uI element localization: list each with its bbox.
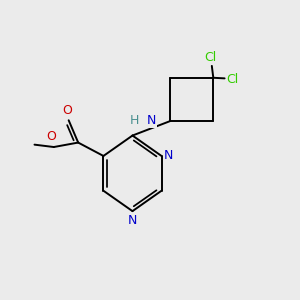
Text: N: N bbox=[146, 114, 156, 128]
Text: O: O bbox=[46, 130, 56, 143]
Text: O: O bbox=[62, 104, 72, 117]
Text: H: H bbox=[130, 114, 140, 128]
Text: N: N bbox=[128, 214, 137, 226]
Text: Cl: Cl bbox=[204, 51, 217, 64]
Text: N: N bbox=[164, 149, 173, 162]
Text: Cl: Cl bbox=[227, 73, 239, 86]
